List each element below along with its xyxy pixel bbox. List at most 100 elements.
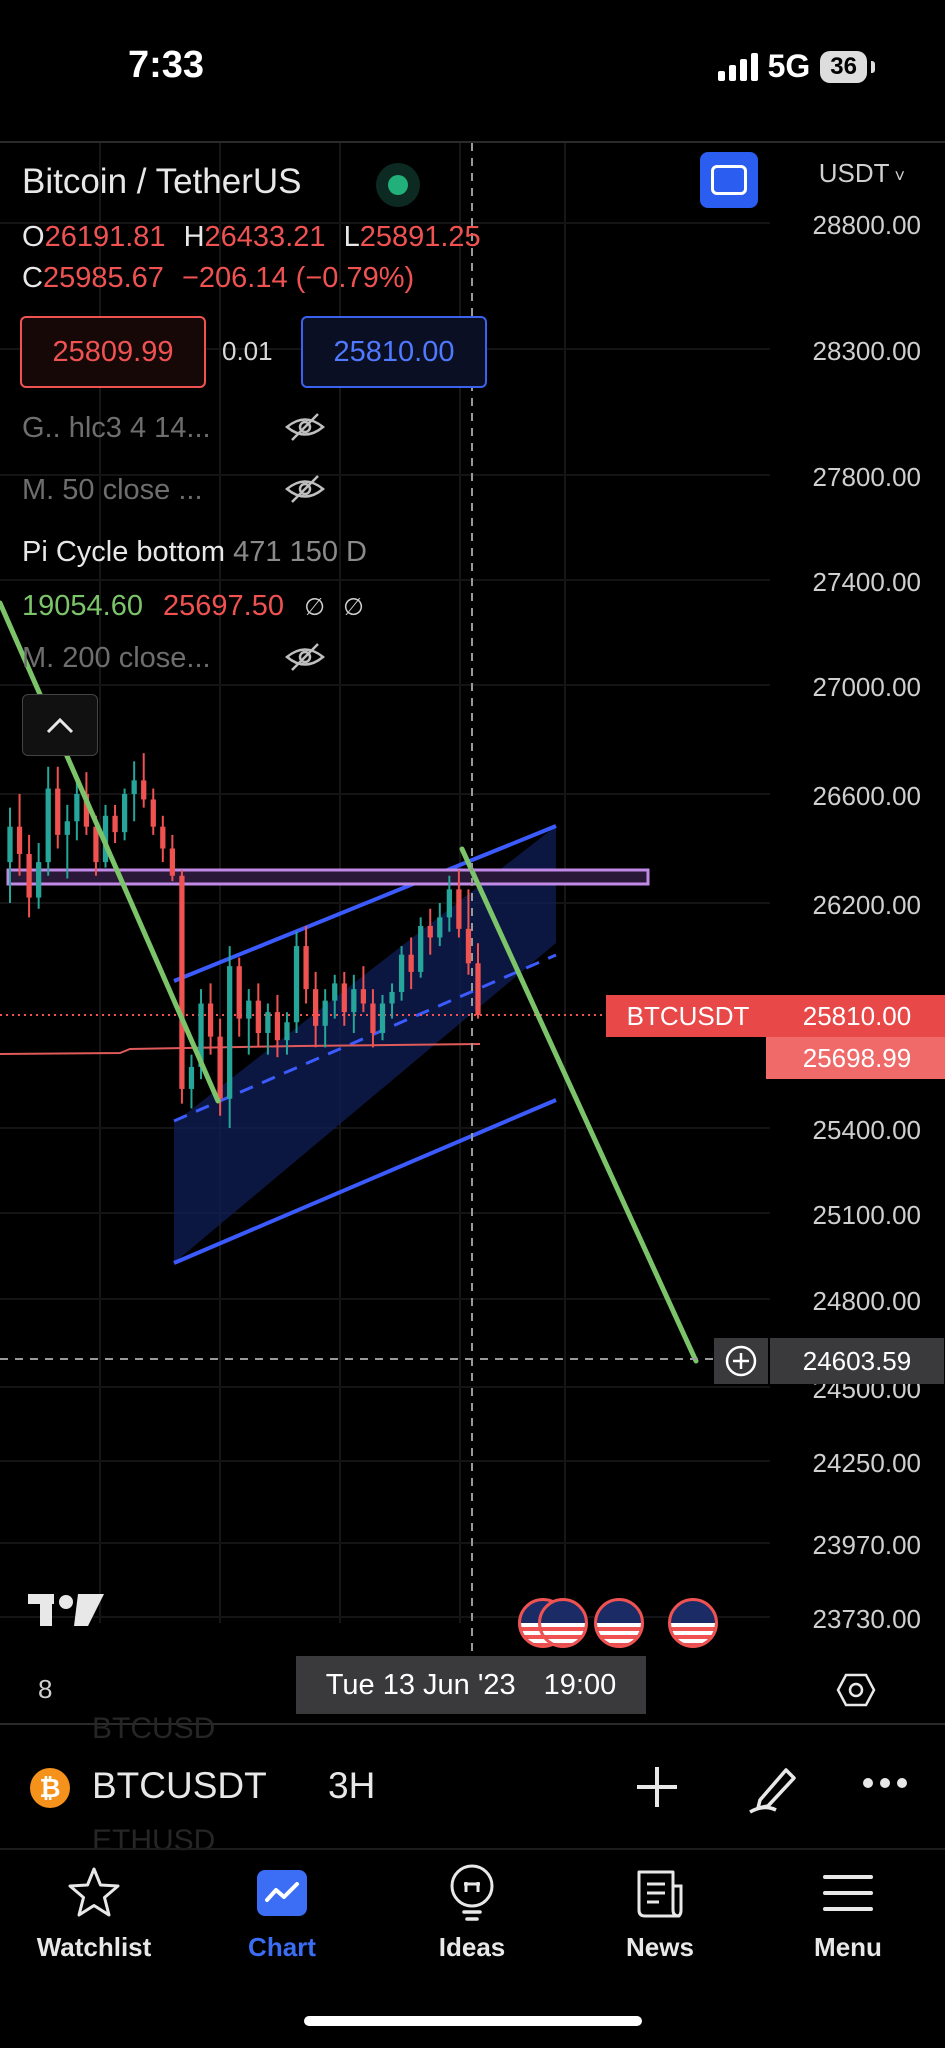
- tab-label: Watchlist: [36, 1932, 152, 1962]
- low-value: 25891.25: [359, 221, 481, 253]
- tab-chart[interactable]: Chart: [192, 1862, 372, 1963]
- tab-news[interactable]: News: [570, 1862, 750, 1963]
- ask-price: 25810.00: [333, 335, 455, 368]
- candle-body: [246, 1000, 252, 1019]
- y-tick: 26600.00: [812, 781, 921, 811]
- candle-body: [255, 1000, 261, 1034]
- ohlc-row-2: C25985.67 −206.14 (−0.79%): [22, 262, 414, 295]
- candle-body: [141, 780, 147, 800]
- candle-body: [16, 826, 23, 854]
- add-alert-button[interactable]: [714, 1338, 768, 1384]
- sell-button[interactable]: 25809.99: [20, 316, 206, 388]
- candle-body: [265, 1012, 271, 1034]
- candle-body: [112, 815, 118, 833]
- top-divider: [0, 141, 945, 143]
- candle-body: [322, 1000, 328, 1026]
- pi-value-na-2: ∅: [343, 594, 364, 621]
- candle-body: [274, 1012, 281, 1041]
- add-indicator-button[interactable]: [634, 1764, 680, 1810]
- market-open-indicator: [376, 163, 420, 207]
- bid-price: 25809.99: [52, 335, 174, 368]
- collapse-legend-button[interactable]: [22, 694, 98, 756]
- home-indicator: [304, 2016, 642, 2026]
- candle-body: [83, 794, 90, 827]
- more-options-icon[interactable]: [862, 1776, 908, 1790]
- tab-ideas[interactable]: Ideas: [382, 1862, 562, 1963]
- y-tick: 24250.00: [812, 1448, 921, 1478]
- symbol-title[interactable]: Bitcoin / TetherUS: [22, 162, 302, 201]
- y-tick: 28300.00: [812, 336, 921, 366]
- us-flag-event-icon[interactable]: [594, 1598, 644, 1648]
- indicator-1-label[interactable]: G.. hlc3 4 14...: [22, 412, 211, 444]
- chevron-down-icon: ˅: [889, 166, 905, 186]
- candle-body: [284, 1022, 290, 1041]
- tab-watchlist[interactable]: Watchlist: [4, 1862, 184, 1963]
- indicator-3-label[interactable]: M. 200 close...: [22, 642, 211, 674]
- indicator-2-label[interactable]: M. 50 close ...: [22, 474, 203, 506]
- status-time: 7:33: [128, 44, 205, 86]
- candle-body: [55, 788, 61, 835]
- y-tick: 27400.00: [812, 567, 921, 597]
- drawing-tools-button[interactable]: [746, 1760, 802, 1816]
- candle-body: [169, 848, 175, 876]
- candle-body: [150, 799, 156, 827]
- candle-body: [207, 1003, 214, 1037]
- tab-bar-divider: [0, 1848, 945, 1850]
- ghost-symbol-below: ETHUSD: [92, 1824, 216, 1857]
- symbol-selector[interactable]: BTCUSDT: [92, 1765, 267, 1806]
- buy-button[interactable]: 25810.00: [301, 316, 487, 388]
- candle-body: [198, 1003, 204, 1067]
- fullscreen-button[interactable]: [700, 152, 758, 208]
- candle-body: [93, 826, 99, 863]
- candle-body: [437, 917, 443, 938]
- y-tick: 26200.00: [812, 890, 921, 920]
- candle-body: [217, 1036, 223, 1099]
- candle-body: [45, 788, 51, 863]
- candle-body: [236, 966, 242, 1019]
- candle-body: [418, 925, 424, 972]
- down-trendline-1: [0, 600, 221, 1104]
- interval-selector[interactable]: 3H: [328, 1765, 376, 1806]
- candle-body: [179, 875, 185, 1089]
- x-tick: 8: [38, 1674, 53, 1704]
- y-tick: 23970.00: [812, 1530, 921, 1560]
- candle-body: [7, 826, 13, 863]
- resistance-zone: [6, 868, 650, 886]
- tab-menu[interactable]: Menu: [758, 1862, 938, 1963]
- y-tick: 25100.00: [812, 1200, 921, 1230]
- price-chart[interactable]: [0, 143, 945, 1723]
- status-indicators: 5G 36: [717, 48, 875, 85]
- y-tick: 23730.00: [812, 1604, 921, 1634]
- y-tick: 27000.00: [812, 672, 921, 702]
- pi-cycle-indicator-label[interactable]: Pi Cycle bottom 471 150 D: [22, 536, 367, 569]
- channel-mid-line: [173, 953, 557, 1123]
- candle-body: [64, 821, 70, 835]
- menu-icon: [823, 1875, 873, 1911]
- chart-canvas[interactable]: [0, 143, 945, 1723]
- eye-off-icon[interactable]: [284, 412, 326, 442]
- candle-body: [36, 862, 42, 898]
- candle-body: [475, 963, 481, 1015]
- pi-cycle-params: 471 150 D: [233, 536, 367, 568]
- y-tick: 28800.00: [812, 210, 921, 240]
- tradingview-logo: [28, 1585, 104, 1639]
- chart-settings-icon[interactable]: [836, 1672, 876, 1708]
- chart-icon: [257, 1870, 307, 1916]
- channel-lower-line: [173, 1098, 557, 1265]
- crosshair-date: Tue 13 Jun '23: [325, 1668, 516, 1701]
- currency-selector[interactable]: USDT ˅: [819, 158, 905, 189]
- eye-off-icon[interactable]: [284, 474, 326, 504]
- pi-cycle-line: [0, 1043, 481, 1055]
- candle-body: [360, 989, 367, 1004]
- candle-body: [160, 826, 166, 849]
- channel-upper-line: [173, 824, 557, 983]
- signal-icon: [717, 52, 758, 81]
- crosshair-date-tag: Tue 13 Jun '23 19:00: [296, 1656, 646, 1714]
- us-flag-event-icon[interactable]: [538, 1598, 588, 1648]
- down-trendline-2: [459, 846, 699, 1364]
- us-flag-event-icon[interactable]: [668, 1598, 718, 1648]
- candle-body: [427, 925, 433, 938]
- network-type: 5G: [767, 48, 811, 84]
- eye-off-icon[interactable]: [284, 642, 326, 672]
- pi-cycle-values: 19054.60 25697.50 ∅ ∅: [22, 590, 364, 623]
